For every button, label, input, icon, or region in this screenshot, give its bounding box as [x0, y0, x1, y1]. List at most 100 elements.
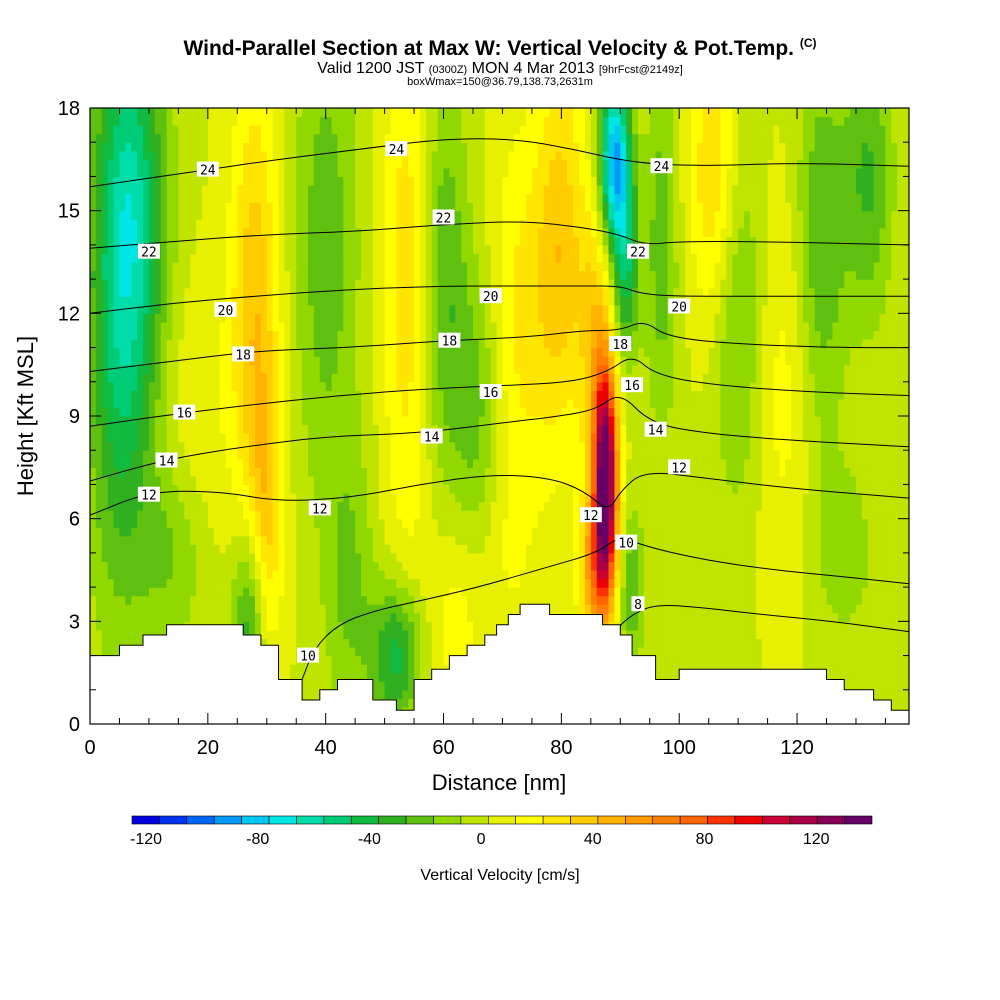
- velocity-cell: [808, 544, 816, 554]
- velocity-cell: [355, 664, 362, 674]
- velocity-cell: [685, 416, 692, 426]
- velocity-cell: [361, 655, 368, 665]
- velocity-cell: [125, 535, 132, 545]
- velocity-cell: [437, 467, 445, 477]
- velocity-cell: [372, 561, 380, 571]
- velocity-cell: [702, 416, 710, 426]
- velocity-cell: [272, 621, 280, 631]
- velocity-cell: [396, 561, 403, 571]
- velocity-cell: [143, 629, 150, 640]
- velocity-cell: [584, 535, 592, 545]
- velocity-cell: [844, 510, 851, 520]
- velocity-cell: [767, 518, 775, 528]
- velocity-cell: [319, 587, 327, 597]
- velocity-cell: [773, 433, 780, 443]
- velocity-cell: [643, 638, 651, 648]
- velocity-cell: [820, 604, 828, 614]
- velocity-cell: [649, 621, 657, 631]
- velocity-cell: [779, 595, 786, 605]
- velocity-cell: [196, 510, 203, 520]
- velocity-cell: [249, 424, 256, 434]
- velocity-cell: [390, 612, 397, 622]
- velocity-cell: [419, 458, 427, 468]
- velocity-cell: [472, 510, 480, 520]
- velocity-cell: [166, 475, 174, 486]
- velocity-cell: [319, 441, 327, 451]
- velocity-cell: [131, 587, 138, 597]
- velocity-cell: [679, 475, 686, 486]
- velocity-cell: [850, 484, 857, 494]
- velocity-cell: [284, 416, 291, 426]
- velocity-cell: [508, 441, 515, 451]
- velocity-cell: [761, 510, 769, 520]
- velocity-cell: [249, 604, 256, 614]
- velocity-cell: [702, 587, 710, 597]
- velocity-cell: [148, 475, 156, 486]
- velocity-cell: [437, 621, 445, 631]
- velocity-cell: [744, 441, 751, 451]
- velocity-cell: [366, 664, 374, 674]
- velocity-cell: [160, 629, 168, 640]
- velocity-cell: [637, 527, 645, 537]
- velocity-cell: [266, 552, 274, 563]
- velocity-cell: [137, 527, 144, 537]
- velocity-cell: [331, 587, 339, 597]
- velocity-cell: [449, 638, 456, 648]
- velocity-cell: [791, 621, 798, 631]
- velocity-cell: [231, 450, 238, 460]
- velocity-cell: [101, 570, 109, 580]
- velocity-cell: [154, 501, 162, 511]
- velocity-cell: [596, 484, 604, 494]
- velocity-cell: [184, 587, 191, 597]
- velocity-cell: [467, 544, 474, 554]
- velocity-cell: [219, 475, 227, 486]
- velocity-cell: [661, 441, 669, 451]
- velocity-cell: [685, 441, 692, 451]
- velocity-cell: [425, 501, 433, 511]
- velocity-cell: [343, 595, 350, 605]
- velocity-cell: [225, 578, 233, 588]
- velocity-cell: [785, 450, 792, 460]
- velocity-cell: [732, 416, 739, 426]
- velocity-cell: [443, 518, 451, 528]
- velocity-cell: [190, 527, 197, 537]
- velocity-cell: [637, 416, 645, 426]
- velocity-cell: [620, 587, 627, 597]
- velocity-cell: [408, 689, 415, 699]
- velocity-cell: [461, 484, 468, 494]
- velocity-cell: [632, 433, 639, 443]
- velocity-cell: [620, 527, 627, 537]
- velocity-cell: [349, 604, 356, 614]
- velocity-cell: [431, 493, 439, 503]
- velocity-cell: [449, 518, 456, 528]
- velocity-cell: [667, 493, 674, 503]
- velocity-cell: [861, 475, 869, 486]
- velocity-cell: [855, 527, 863, 537]
- velocity-cell: [449, 433, 456, 443]
- velocity-cell: [649, 570, 657, 580]
- velocity-cell: [897, 450, 904, 460]
- velocity-cell: [749, 552, 757, 563]
- velocity-cell: [867, 467, 875, 477]
- velocity-cell: [667, 570, 674, 580]
- velocity-cell: [361, 475, 368, 486]
- velocity-cell: [361, 458, 368, 468]
- velocity-cell: [573, 484, 580, 494]
- velocity-cell: [579, 493, 586, 503]
- velocity-cell: [484, 629, 492, 640]
- velocity-cell: [744, 621, 751, 631]
- velocity-cell: [266, 467, 274, 477]
- velocity-cell: [614, 561, 621, 571]
- velocity-cell: [602, 604, 610, 614]
- velocity-cell: [708, 535, 716, 545]
- velocity-cell: [402, 629, 409, 640]
- velocity-cell: [543, 433, 551, 443]
- velocity-cell: [797, 647, 804, 657]
- velocity-cell: [219, 450, 227, 460]
- velocity-cell: [478, 416, 486, 426]
- velocity-cell: [237, 544, 244, 554]
- velocity-cell: [101, 475, 109, 486]
- velocity-cell: [802, 655, 810, 665]
- velocity-cell: [714, 433, 722, 443]
- velocity-cell: [431, 501, 439, 511]
